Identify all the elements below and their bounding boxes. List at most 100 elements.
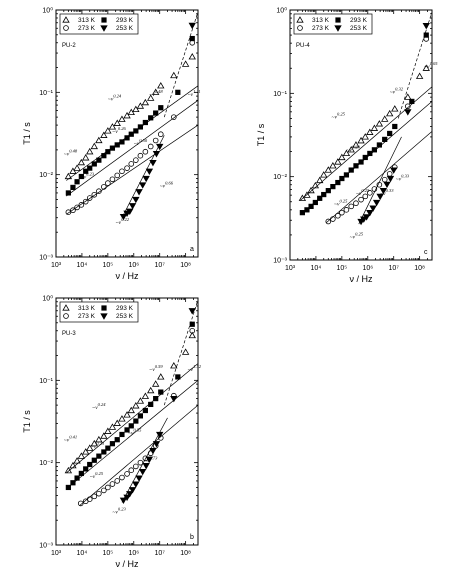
- data-point: [86, 444, 94, 451]
- data-point: [405, 103, 411, 110]
- slope-annotation: ~ν0.25: [356, 188, 370, 197]
- y-tick-label: 10⁻³: [39, 255, 53, 262]
- data-point: [382, 136, 388, 143]
- data-point: [114, 437, 120, 443]
- data-point: [86, 147, 94, 155]
- data-point: [376, 193, 384, 201]
- data-point: [188, 22, 196, 30]
- data-point: [330, 183, 336, 190]
- data-point: [101, 449, 107, 455]
- data-point: [362, 214, 371, 221]
- data-point: [296, 16, 304, 23]
- data-point: [119, 431, 125, 438]
- data-point: [188, 331, 196, 339]
- data-point: [188, 308, 196, 315]
- series-313-K: [298, 64, 430, 201]
- data-point: [118, 415, 126, 422]
- data-point: [123, 111, 131, 119]
- x-tick-label: 10³: [51, 550, 62, 557]
- legend-label: 313 K: [78, 17, 96, 24]
- data-point: [73, 457, 81, 464]
- data-point: [86, 195, 93, 201]
- slope-annotation: ~ν0.73: [144, 456, 158, 465]
- data-point: [189, 39, 196, 46]
- slope-annotation: ~ν0.23: [346, 145, 360, 154]
- y-tick-label: 10⁻²: [273, 174, 287, 181]
- data-point: [157, 131, 164, 138]
- data-point: [181, 60, 190, 67]
- panel-label: b: [190, 534, 194, 541]
- data-point: [128, 203, 137, 210]
- x-tick-label: 10⁵: [337, 265, 348, 272]
- data-point: [299, 210, 305, 216]
- slope-annotation: ~ν0.48: [149, 89, 163, 98]
- data-point: [170, 71, 178, 79]
- data-point: [357, 136, 365, 144]
- data-point: [135, 189, 143, 196]
- data-point: [371, 186, 378, 192]
- data-point: [124, 165, 130, 171]
- data-point: [65, 209, 72, 216]
- data-point: [415, 72, 424, 79]
- x-tick-label: 10⁶: [128, 262, 139, 269]
- data-point: [135, 475, 143, 482]
- data-point: [367, 190, 373, 196]
- y-tick-label: 10⁻¹: [39, 90, 53, 97]
- data-point: [171, 114, 177, 120]
- data-point: [119, 139, 125, 145]
- data-point: [381, 176, 388, 183]
- slope-annotation: ~ν0.33: [380, 188, 394, 197]
- data-point: [297, 25, 303, 31]
- x-tick-label: 10⁷: [389, 265, 400, 272]
- series-313-K: [64, 331, 196, 474]
- fit-line: [163, 11, 199, 118]
- legend-label: 293 K: [116, 305, 134, 312]
- data-point: [153, 395, 159, 402]
- data-point: [69, 167, 77, 174]
- series-293-K: [65, 35, 195, 196]
- data-point: [137, 152, 144, 159]
- data-point: [109, 145, 116, 151]
- data-point: [321, 191, 327, 198]
- data-point: [123, 411, 131, 418]
- series-253-K: [357, 22, 430, 226]
- legend-box: [59, 301, 139, 323]
- data-point: [157, 82, 165, 89]
- data-point: [128, 467, 135, 474]
- data-point: [156, 143, 164, 151]
- panel-label: c: [424, 249, 428, 256]
- data-point: [385, 109, 394, 117]
- data-point: [352, 141, 360, 148]
- legend-label: 273 K: [312, 25, 330, 32]
- data-point: [320, 171, 328, 178]
- data-point: [370, 124, 379, 131]
- data-point: [330, 216, 336, 222]
- slope-annotation: ~ν0.25: [334, 199, 348, 208]
- data-point: [128, 161, 135, 167]
- data-point: [78, 202, 85, 208]
- data-point: [114, 142, 120, 148]
- x-tick-label: 10⁶: [128, 550, 139, 557]
- data-point: [128, 423, 134, 429]
- data-point: [188, 53, 196, 60]
- slope-annotation: ~ν1.32: [188, 364, 202, 373]
- data-point: [189, 35, 195, 42]
- series-273-K: [77, 327, 196, 507]
- data-point: [128, 487, 137, 494]
- slope-annotation: ~ν1.11: [188, 89, 201, 98]
- data-point: [132, 196, 140, 204]
- data-point: [100, 432, 108, 439]
- data-point: [86, 496, 93, 502]
- data-point: [133, 128, 139, 134]
- data-point: [62, 16, 70, 23]
- data-point: [156, 431, 164, 439]
- data-point: [358, 196, 364, 203]
- x-tick-label: 10⁵: [103, 550, 114, 557]
- x-tick-label: 10⁶: [362, 265, 373, 272]
- data-point: [101, 184, 107, 190]
- data-point: [325, 218, 332, 225]
- fit-line: [358, 136, 402, 225]
- data-point: [136, 397, 145, 404]
- slope-annotation: ~ν0.66: [160, 180, 174, 189]
- data-point: [65, 190, 71, 196]
